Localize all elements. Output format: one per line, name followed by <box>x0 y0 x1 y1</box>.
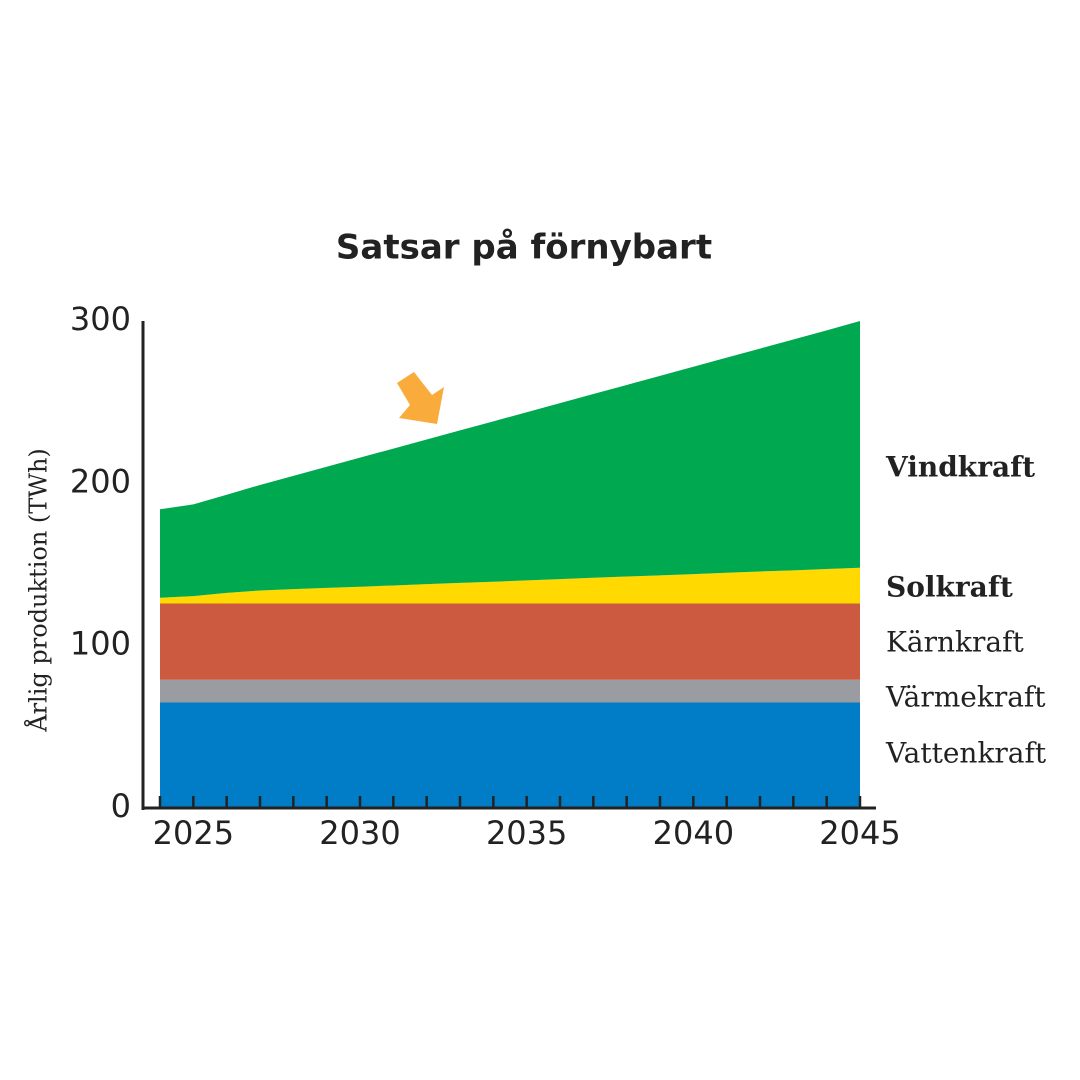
chart-title: Satsar på förnybart <box>336 228 712 268</box>
y-tick-label: 0 <box>111 787 131 825</box>
area <box>160 603 860 680</box>
area <box>160 702 860 808</box>
y-tick-label: 100 <box>70 625 131 663</box>
series-label: Vattenkraft <box>885 737 1047 770</box>
y-tick-label: 200 <box>70 462 131 500</box>
series-label: Solkraft <box>886 571 1013 604</box>
y-tick-label: 300 <box>70 300 131 338</box>
plot-area <box>160 321 860 808</box>
y-axis-label: Årlig produktion (TWh) <box>24 448 53 733</box>
x-tick-label: 2035 <box>486 814 567 852</box>
area <box>160 321 860 598</box>
x-tick-label: 2045 <box>819 814 900 852</box>
arrow-icon <box>397 372 444 424</box>
x-tick-label: 2040 <box>653 814 734 852</box>
area <box>160 679 860 703</box>
series-label: Värmekraft <box>885 681 1046 714</box>
series-label: Kärnkraft <box>886 626 1024 659</box>
x-tick-label: 2025 <box>153 814 234 852</box>
area <box>160 567 860 604</box>
x-tick-label: 2030 <box>319 814 400 852</box>
series-label: Vindkraft <box>885 451 1035 484</box>
